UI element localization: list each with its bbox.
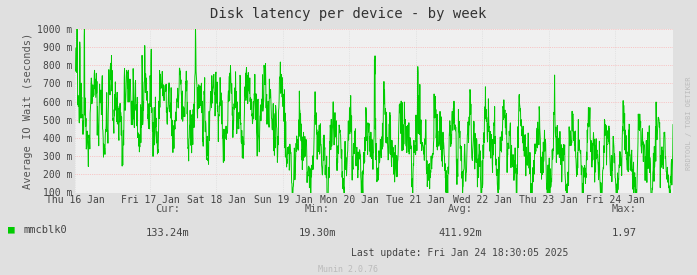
- Text: Max:: Max:: [611, 205, 636, 214]
- Text: Munin 2.0.76: Munin 2.0.76: [319, 265, 378, 274]
- Text: 1.97: 1.97: [611, 228, 636, 238]
- Y-axis label: Average IO Wait (seconds): Average IO Wait (seconds): [23, 32, 33, 189]
- Text: RRDTOOL / TOBI OETIKER: RRDTOOL / TOBI OETIKER: [686, 77, 692, 170]
- Text: Disk latency per device - by week: Disk latency per device - by week: [210, 7, 487, 21]
- Text: Last update: Fri Jan 24 18:30:05 2025: Last update: Fri Jan 24 18:30:05 2025: [351, 249, 569, 258]
- Text: mmcblk0: mmcblk0: [24, 225, 68, 235]
- Text: ■: ■: [8, 225, 15, 235]
- Text: 133.24m: 133.24m: [146, 228, 189, 238]
- Text: 411.92m: 411.92m: [438, 228, 482, 238]
- Text: 19.30m: 19.30m: [298, 228, 336, 238]
- Text: Cur:: Cur:: [155, 205, 180, 214]
- Text: Min:: Min:: [305, 205, 330, 214]
- Text: Avg:: Avg:: [447, 205, 473, 214]
